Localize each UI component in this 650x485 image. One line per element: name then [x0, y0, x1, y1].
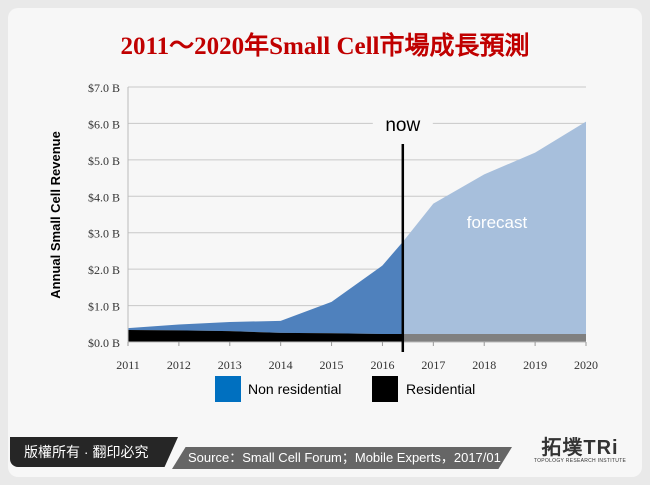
tri-logo: 拓墣TRi TOPOLOGY RESEARCH INSTITUTE	[530, 438, 630, 468]
y-tick-label: $7.0 B	[88, 81, 120, 95]
x-tick-label: 2011	[116, 358, 140, 372]
x-tick-label: 2012	[167, 358, 191, 372]
y-tick-label: $0.0 B	[88, 336, 120, 350]
x-tick-label: 2018	[472, 358, 496, 372]
x-tick-label: 2016	[370, 358, 394, 372]
y-tick-label: $6.0 B	[88, 117, 120, 131]
area-non-residential-forecast	[402, 121, 586, 334]
slide-title: 2011～2020年Small Cell市場成長預測	[120, 33, 530, 60]
legend-swatch-residential	[372, 376, 398, 402]
source-note: Source：Small Cell Forum；Mobile Experts，2…	[172, 447, 512, 469]
y-tick-label: $4.0 B	[88, 190, 120, 204]
x-tick-label: 2015	[320, 358, 344, 372]
logo-text: 拓墣TRi	[541, 437, 619, 459]
y-tick-label: $1.0 B	[88, 300, 120, 314]
x-tick-label: 2020	[574, 358, 598, 372]
y-tick-label: $3.0 B	[88, 227, 120, 241]
area-non-residential	[128, 241, 403, 334]
legend-label-non-residential: Non residential	[248, 381, 341, 397]
legend-label-residential: Residential	[406, 381, 475, 397]
copyright-banner: 版權所有 · 翻印必究	[10, 437, 178, 467]
now-label: now	[385, 115, 420, 136]
y-axis-label: Annual Small Cell Revenue	[48, 131, 63, 299]
x-tick-label: 2013	[218, 358, 242, 372]
area-residential	[128, 329, 403, 342]
now-label-background	[372, 121, 433, 126]
chart: $0.0 B $1.0 B $2.0 B $3.0 B $4.0 B $5.0 B $6.0…	[48, 81, 598, 402]
area-residential-forecast	[402, 333, 586, 342]
x-tick-label: 2019	[523, 358, 547, 372]
y-tick-label: $5.0 B	[88, 154, 120, 168]
x-tick-label: 2014	[269, 358, 293, 372]
y-tick-label: $2.0 B	[88, 263, 120, 277]
legend-swatch-non-residential	[215, 376, 241, 402]
forecast-annotation: forecast	[467, 213, 528, 232]
logo-subtitle: TOPOLOGY RESEARCH INSTITUTE	[533, 458, 627, 464]
x-tick-label: 2017	[421, 358, 445, 372]
